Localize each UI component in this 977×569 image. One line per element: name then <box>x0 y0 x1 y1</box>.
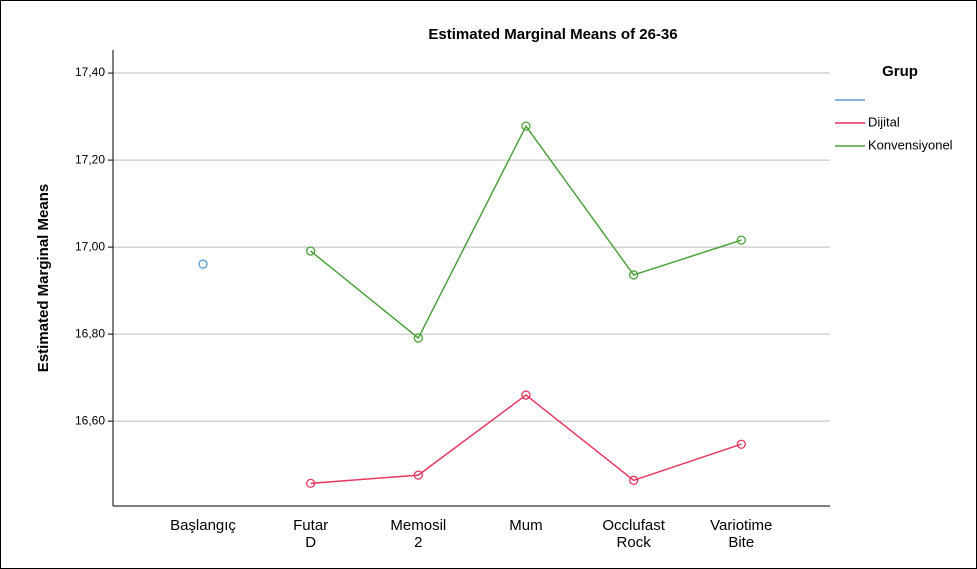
point <box>736 439 746 449</box>
point <box>628 270 639 280</box>
y-tick-label: 17,00 <box>75 239 105 253</box>
x-tick-label: Variotime Bite <box>710 517 772 551</box>
chart-title: Estimated Marginal Means of 26-36 <box>428 26 677 43</box>
point <box>306 246 316 256</box>
x-tick-label: Başlangıç <box>170 517 236 534</box>
y-tick-label: 17,40 <box>75 65 105 79</box>
point <box>413 333 423 343</box>
legend-title: Grup <box>882 63 918 80</box>
point <box>198 259 208 269</box>
x-tick-label: Mum <box>509 517 542 534</box>
point <box>736 235 746 245</box>
legend-label: Dijital <box>868 114 900 129</box>
series-line <box>310 124 742 340</box>
y-axis-label: Estimated Marginal Means <box>35 184 52 372</box>
series-line <box>310 394 742 485</box>
x-tick-label: Memosil 2 <box>390 517 446 551</box>
x-tick-label: Futar D <box>293 517 328 551</box>
point <box>306 478 316 489</box>
point <box>413 470 423 480</box>
y-tick-label: 17,20 <box>75 152 105 166</box>
x-tick-label: Occlufast Rock <box>602 517 665 551</box>
y-tick-label: 16,80 <box>75 326 105 340</box>
point <box>521 121 531 131</box>
legend-label: Konvensiyonel <box>868 137 953 152</box>
point <box>521 390 531 400</box>
y-tick-label: 16,60 <box>75 413 105 427</box>
point <box>628 475 639 485</box>
